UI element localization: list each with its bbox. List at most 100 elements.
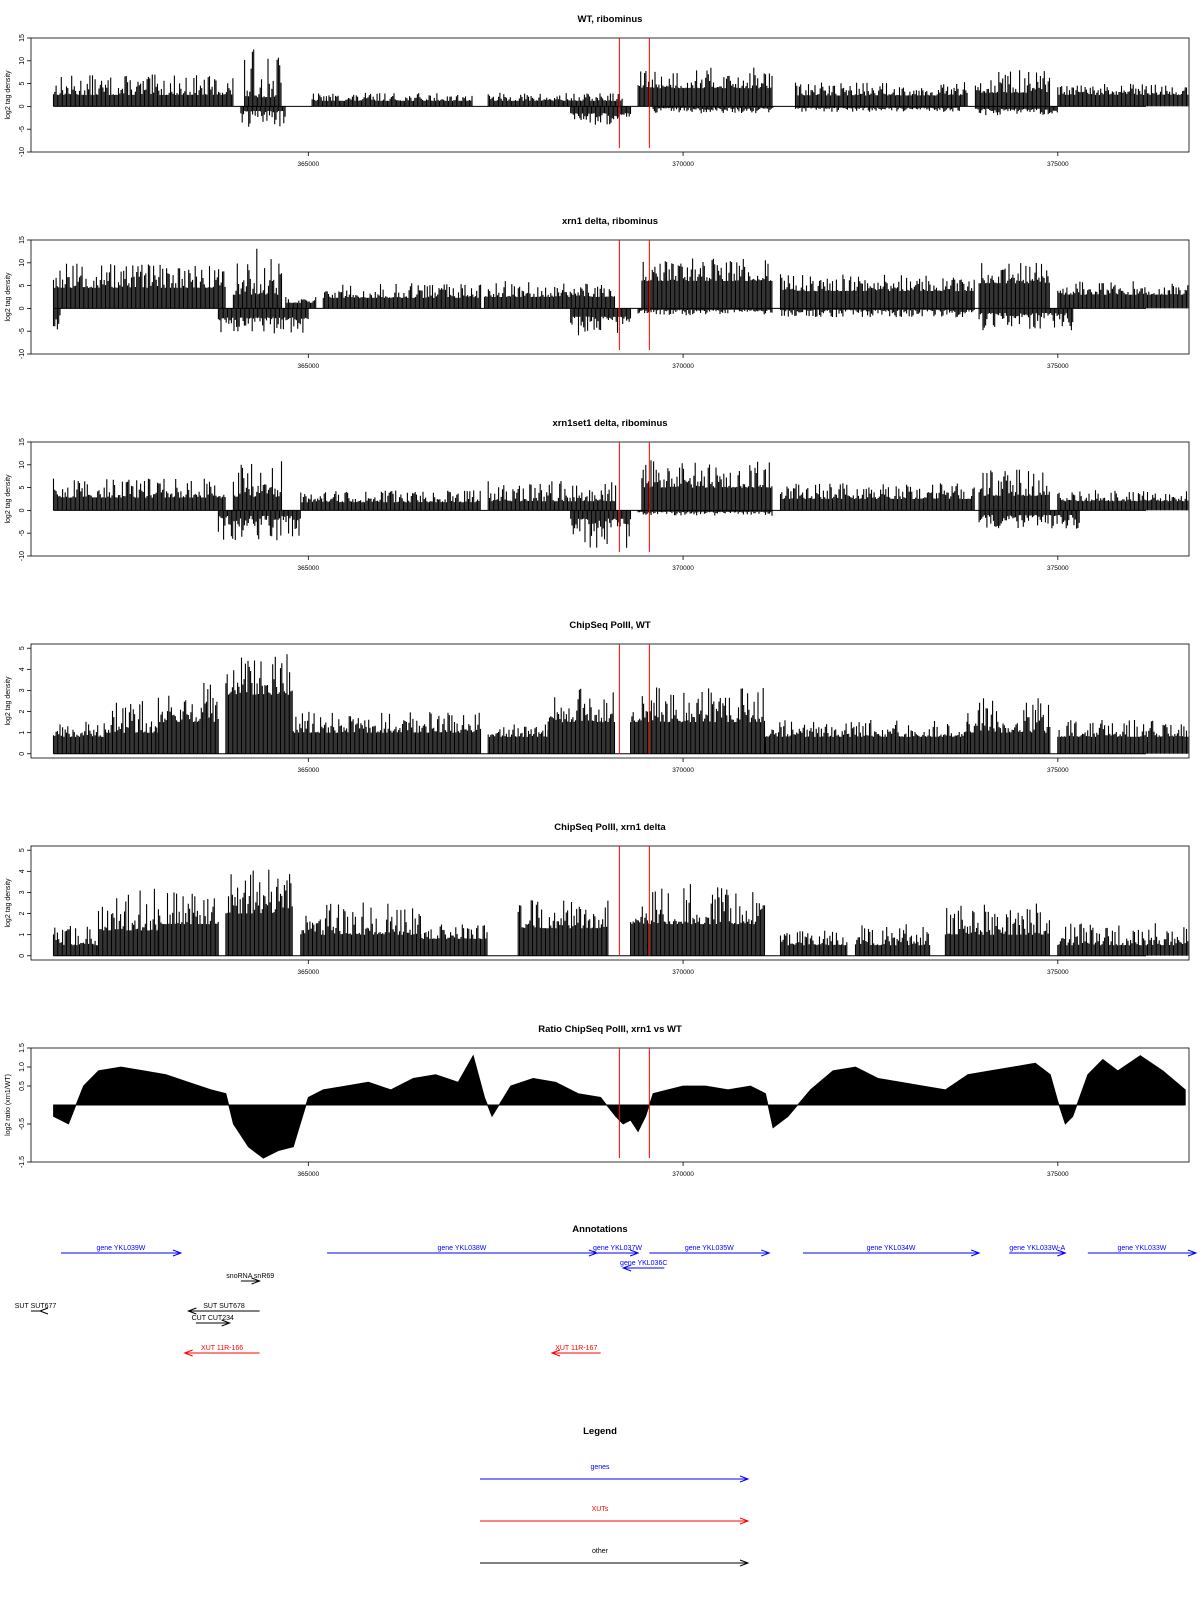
y-axis-label: log2 tag density bbox=[5, 878, 12, 928]
legend: Legend genes XUTs other bbox=[480, 1426, 750, 1567]
y-tick-label: -10 bbox=[19, 349, 26, 359]
x-tick-label: 375000 bbox=[1047, 1171, 1069, 1178]
bar-group-negative bbox=[570, 510, 632, 548]
bar-group bbox=[487, 481, 617, 511]
arrow-head bbox=[970, 1249, 981, 1257]
bar-group bbox=[974, 70, 1051, 107]
legend-label: XUTs bbox=[592, 1506, 609, 1513]
bar-group bbox=[285, 297, 317, 309]
x-tick-label: 370000 bbox=[672, 363, 694, 370]
y-tick-label: 2 bbox=[19, 710, 26, 714]
arrow-head bbox=[621, 1264, 632, 1272]
x-tick-label: 365000 bbox=[297, 767, 319, 774]
y-tick-label: 15 bbox=[19, 236, 26, 244]
y-tick-label: 1 bbox=[19, 933, 26, 937]
bar-group bbox=[52, 721, 107, 754]
x-tick-label: 370000 bbox=[672, 161, 694, 168]
y-tick-label: 0 bbox=[19, 306, 26, 310]
annotation-arrow bbox=[550, 1349, 601, 1357]
y-tick-label: -1.5 bbox=[19, 1156, 26, 1168]
y-tick-label: 1 bbox=[19, 731, 26, 735]
bar-group bbox=[630, 687, 766, 754]
y-axis-label: log2 tag density bbox=[5, 474, 12, 524]
bar-group bbox=[52, 74, 234, 107]
arrow-head bbox=[761, 1249, 771, 1257]
bar-group bbox=[1057, 923, 1189, 956]
x-tick-label: 370000 bbox=[672, 565, 694, 572]
y-tick-label: -5 bbox=[19, 126, 26, 132]
y-tick-label: 15 bbox=[19, 34, 26, 42]
x-tick-label: 375000 bbox=[1047, 969, 1069, 976]
arrow-head bbox=[1187, 1249, 1198, 1257]
bars bbox=[52, 869, 1189, 956]
annotation-arrow bbox=[621, 1264, 665, 1272]
chart-title: WT, ribominus bbox=[578, 14, 643, 25]
bars bbox=[52, 460, 1189, 548]
bar-group bbox=[854, 924, 931, 956]
bar-group bbox=[420, 924, 488, 956]
arrow-head bbox=[172, 1249, 183, 1257]
annotation-arrow bbox=[240, 1277, 262, 1285]
bar-group bbox=[232, 461, 283, 511]
bar-group bbox=[483, 281, 616, 309]
y-tick-label: 0 bbox=[19, 752, 26, 756]
annotation-arrow bbox=[186, 1307, 260, 1315]
panel-6: Ratio ChipSeq PolII, xrn1 vs WT log2 rati… bbox=[5, 1024, 1190, 1178]
y-tick-label: 10 bbox=[19, 461, 26, 469]
annotation-arrow bbox=[31, 1307, 49, 1315]
bar-group-negative bbox=[52, 308, 61, 330]
annotation-label: gene YKL033W-A bbox=[1009, 1245, 1065, 1252]
arrow-head bbox=[629, 1249, 640, 1257]
y-tick-label: 0 bbox=[19, 954, 26, 958]
y-tick-label: 4 bbox=[19, 667, 26, 671]
plot-frame bbox=[30, 239, 1190, 355]
bar-group bbox=[779, 930, 848, 956]
x-tick-label: 375000 bbox=[1047, 565, 1069, 572]
bar-group bbox=[322, 283, 482, 309]
x-tick-label: 365000 bbox=[297, 161, 319, 168]
panel-5: ChipSeq PolII, xrn1 delta log2 tag densit… bbox=[5, 822, 1190, 976]
x-tick-label: 365000 bbox=[297, 969, 319, 976]
arrow-head bbox=[739, 1559, 750, 1567]
plot-frame bbox=[30, 1047, 1190, 1163]
annotation-arrow bbox=[183, 1349, 260, 1357]
annotation-label: snoRNA snR69 bbox=[226, 1273, 274, 1280]
y-tick-label: -5 bbox=[19, 328, 26, 334]
bar-group-negative bbox=[570, 308, 632, 336]
annotation-label: gene YKL034W bbox=[867, 1245, 916, 1252]
bar-group bbox=[311, 92, 473, 107]
y-tick-label: 0.5 bbox=[19, 1081, 26, 1091]
bar-group-negative bbox=[217, 308, 309, 334]
y-tick-label: 2 bbox=[19, 912, 26, 916]
x-tick-label: 375000 bbox=[1047, 161, 1069, 168]
y-tick-label: 10 bbox=[19, 57, 26, 65]
bars bbox=[52, 248, 1189, 336]
bar-group bbox=[292, 711, 482, 754]
bar-group-negative bbox=[652, 106, 774, 114]
bar-group-negative bbox=[637, 308, 773, 316]
bar-group bbox=[1057, 281, 1189, 309]
x-tick-label: 370000 bbox=[672, 767, 694, 774]
annotation-label: SUT SUT677 bbox=[15, 1303, 57, 1310]
arrow-head bbox=[186, 1307, 197, 1315]
annotation-label: gene YKL035W bbox=[685, 1245, 734, 1252]
bars bbox=[52, 654, 1189, 754]
bar-group bbox=[779, 274, 975, 309]
annotations-track: Annotations gene YKL039W gene YKL038W gene … bbox=[15, 1224, 1198, 1357]
annotation-arrow bbox=[195, 1319, 232, 1327]
bar-group bbox=[1057, 720, 1189, 754]
bar-group bbox=[244, 49, 282, 107]
y-tick-label: 4 bbox=[19, 869, 26, 873]
y-tick-label: -10 bbox=[19, 551, 26, 561]
y-tick-label: 0 bbox=[19, 104, 26, 108]
plot-frame bbox=[30, 37, 1190, 153]
bar-group bbox=[517, 900, 609, 956]
y-tick-label: 5 bbox=[19, 848, 26, 852]
annotation-arrow bbox=[649, 1249, 771, 1257]
y-tick-label: -0.5 bbox=[19, 1118, 26, 1130]
panel-2: xrn1 delta, ribominus log2 tag density 15 1… bbox=[5, 216, 1190, 370]
panel-1: WT, ribominus log2 tag density 15 10 5 0 -5 -10… bbox=[5, 14, 1190, 168]
arrow-head bbox=[739, 1517, 750, 1525]
bar-group-negative bbox=[794, 106, 960, 112]
bar-group bbox=[52, 263, 226, 309]
